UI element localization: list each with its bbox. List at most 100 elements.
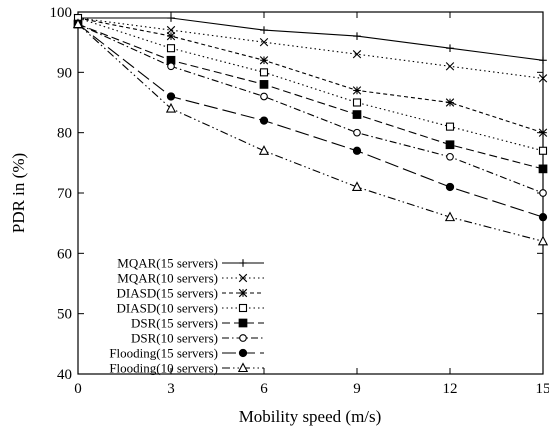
data-point bbox=[353, 128, 361, 137]
cross-marker-b bbox=[538, 74, 548, 83]
open-circle-marker bbox=[260, 92, 268, 101]
cross-marker-b bbox=[445, 62, 455, 71]
filled-circle-marker bbox=[352, 146, 362, 155]
legend-item: Flooding(10 servers) bbox=[109, 361, 264, 376]
data-point bbox=[238, 303, 248, 313]
cross-marker-b bbox=[238, 273, 248, 283]
series-line bbox=[77, 23, 544, 170]
open-triangle-marker bbox=[72, 18, 84, 29]
star-marker-b bbox=[445, 98, 455, 107]
data-point bbox=[352, 98, 362, 107]
data-point bbox=[352, 86, 362, 95]
legend-label: MQAR(15 servers) bbox=[117, 256, 218, 271]
data-point bbox=[445, 182, 455, 192]
open-triangle-marker bbox=[165, 102, 177, 113]
series-6 bbox=[74, 20, 547, 197]
data-point bbox=[445, 140, 455, 150]
filled-square-marker bbox=[445, 140, 455, 150]
cross-marker-b bbox=[259, 37, 269, 47]
y-tick-label: 40 bbox=[57, 367, 72, 383]
filled-circle-marker bbox=[238, 348, 248, 358]
data-point bbox=[353, 32, 361, 40]
y-tick-label: 60 bbox=[57, 246, 72, 262]
open-circle-marker bbox=[239, 334, 247, 342]
star-marker-b bbox=[538, 128, 548, 137]
series-2 bbox=[73, 13, 548, 83]
data-point bbox=[237, 362, 249, 373]
x-axis-label: Mobility speed (m/s) bbox=[239, 407, 382, 426]
series-line bbox=[77, 17, 544, 152]
open-square-marker bbox=[352, 98, 362, 107]
data-point bbox=[260, 26, 268, 34]
open-circle-marker bbox=[353, 128, 361, 137]
filled-circle-marker bbox=[538, 212, 548, 222]
data-point bbox=[238, 348, 248, 358]
open-circle-marker bbox=[446, 152, 454, 161]
open-triangle-marker bbox=[537, 235, 549, 246]
star-marker-b bbox=[238, 288, 248, 298]
legend-label: Flooding(15 servers) bbox=[109, 346, 218, 361]
legend-label: MQAR(10 servers) bbox=[117, 271, 218, 286]
y-tick-label: 100 bbox=[50, 5, 73, 21]
data-point bbox=[239, 334, 247, 342]
data-point bbox=[446, 152, 454, 161]
data-point bbox=[351, 181, 363, 192]
data-point bbox=[445, 122, 455, 131]
y-tick-label: 90 bbox=[57, 65, 72, 81]
data-point bbox=[538, 164, 548, 174]
legend-item: Flooding(15 servers) bbox=[109, 346, 264, 361]
series-line bbox=[78, 17, 544, 61]
star-marker-b bbox=[166, 31, 176, 41]
legend-label: DIASD(15 servers) bbox=[117, 286, 218, 301]
data-point bbox=[166, 25, 176, 35]
y-axis: 40 50 60 70 80 90 100 bbox=[50, 5, 543, 383]
y-axis-label: PDR in (%) bbox=[9, 153, 28, 233]
data-point bbox=[538, 74, 548, 83]
data-point bbox=[166, 92, 176, 101]
open-triangle-marker bbox=[237, 362, 249, 373]
series-line bbox=[77, 23, 544, 194]
open-square-marker bbox=[445, 122, 455, 131]
data-point bbox=[352, 146, 362, 155]
filled-circle-marker bbox=[166, 92, 176, 101]
filled-circle-marker bbox=[259, 116, 269, 125]
legend-label: DSR(15 servers) bbox=[131, 316, 218, 331]
legend-item: MQAR(10 servers) bbox=[117, 271, 264, 286]
x-tick-label: 3 bbox=[167, 381, 175, 397]
data-point bbox=[238, 288, 248, 298]
open-triangle-marker bbox=[444, 211, 456, 222]
x-axis: 0 3 6 9 12 15 bbox=[74, 12, 549, 397]
legend: MQAR(15 servers)MQAR(10 servers)DIASD(15… bbox=[109, 256, 264, 376]
legend-label: DIASD(10 servers) bbox=[117, 301, 218, 316]
data-point bbox=[538, 146, 548, 155]
open-triangle-marker bbox=[258, 145, 270, 155]
data-point bbox=[539, 189, 547, 197]
x-tick-label: 12 bbox=[443, 381, 458, 397]
data-point bbox=[259, 116, 269, 125]
data-point bbox=[259, 80, 269, 89]
series-7 bbox=[73, 19, 548, 222]
legend-label: Flooding(10 servers) bbox=[109, 361, 218, 376]
x-tick-label: 6 bbox=[260, 381, 268, 397]
data-point bbox=[446, 44, 454, 52]
data-point bbox=[445, 98, 455, 107]
star-marker-b bbox=[352, 86, 362, 95]
data-point bbox=[167, 62, 175, 71]
cross-marker-b bbox=[352, 50, 362, 59]
legend-item: MQAR(15 servers) bbox=[117, 256, 264, 271]
data-point bbox=[352, 110, 362, 119]
y-tick-label: 80 bbox=[57, 126, 72, 142]
data-point bbox=[72, 18, 84, 29]
data-point bbox=[239, 259, 247, 267]
filled-square-marker bbox=[238, 318, 248, 328]
legend-item: DIASD(10 servers) bbox=[117, 301, 264, 316]
filled-square-marker bbox=[352, 110, 362, 119]
filled-circle-marker bbox=[445, 182, 455, 192]
series-1 bbox=[74, 14, 547, 65]
data-point bbox=[352, 50, 362, 59]
data-point bbox=[258, 145, 270, 155]
data-point bbox=[539, 56, 547, 65]
open-circle-marker bbox=[539, 189, 547, 197]
series-line bbox=[77, 17, 544, 79]
